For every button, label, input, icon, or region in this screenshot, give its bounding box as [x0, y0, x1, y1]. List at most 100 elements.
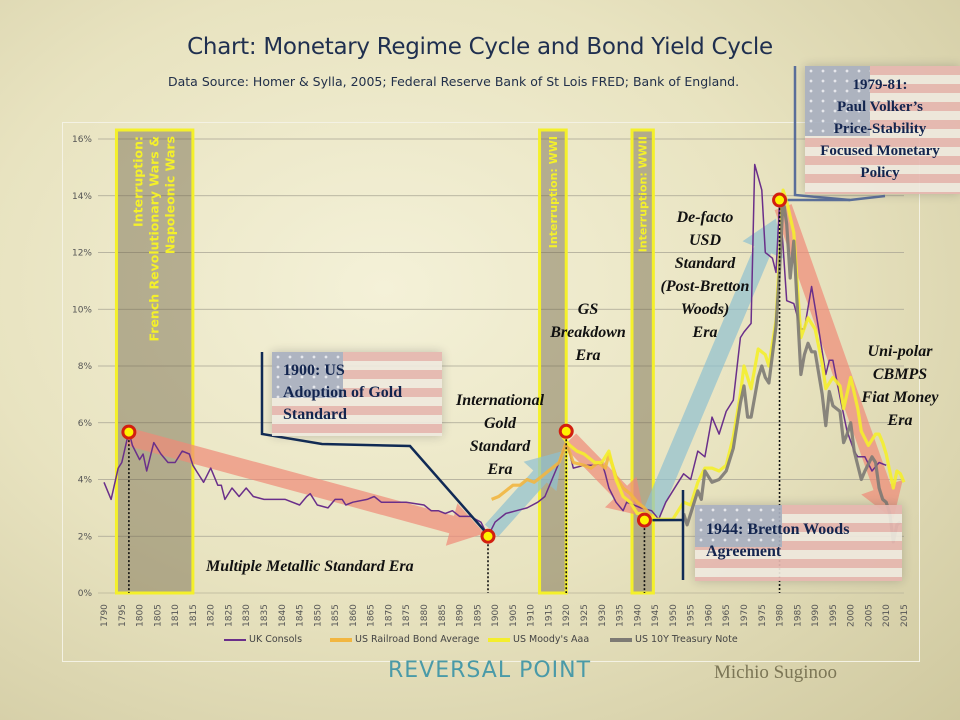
- x-tick-label: 1890: [456, 604, 466, 627]
- era-line: (Post-Bretton: [660, 278, 750, 295]
- era-line: De-facto: [676, 209, 734, 226]
- x-tick-label: 2000: [847, 604, 857, 627]
- legend-label: US Railroad Bond Average: [355, 634, 480, 645]
- x-tick-label: 1985: [793, 604, 803, 627]
- interruption-band: [630, 128, 655, 595]
- callout-volker-flag: [805, 66, 960, 194]
- x-tick-label: 1960: [704, 604, 714, 627]
- x-tick-label: 1970: [740, 604, 750, 627]
- callout-us-gold-standard-flag: [272, 352, 442, 436]
- y-tick-label: 12%: [72, 249, 92, 259]
- x-tick-label: 1900: [491, 604, 501, 627]
- reversal-point-marker: [480, 528, 496, 544]
- interruption-band: [114, 128, 195, 595]
- x-tick-label: 1950: [669, 604, 679, 627]
- series-line-us-10y-treasury-note: [682, 197, 902, 544]
- era-line: Uni-polar: [867, 343, 933, 360]
- legend-us-railroad: US Railroad Bond Average: [330, 634, 479, 645]
- trend-arrow-up: [643, 218, 784, 518]
- callout-line: Focused Monetary: [820, 143, 940, 159]
- callout-us-gold-standard: 1900: US Adoption of Gold Standard: [283, 360, 402, 426]
- series-line-us-railroad-bond-average: [490, 441, 653, 518]
- chart-title: Chart: Monetary Regime Cycle and Bond Yi…: [187, 34, 773, 60]
- x-tick-label: 1800: [136, 604, 146, 627]
- legend-swatch: [224, 638, 246, 641]
- y-tick-label: 16%: [72, 135, 92, 145]
- y-tick-label: 4%: [78, 476, 93, 486]
- era-unipolar-fiat: Uni-polar CBMPS Fiat Money Era: [850, 340, 950, 432]
- era-line: Era: [487, 461, 513, 478]
- x-tick-label: 1825: [224, 604, 234, 627]
- era-line: USD: [688, 232, 721, 249]
- era-gs-breakdown: GS Breakdown Era: [540, 298, 636, 367]
- legend-moodys-aaa: US Moody's Aaa: [488, 634, 589, 645]
- y-tick-label: 10%: [72, 305, 92, 315]
- y-tick-label: 8%: [78, 362, 93, 372]
- reversal-point-marker: [772, 192, 788, 208]
- legend-label: US Moody's Aaa: [513, 634, 590, 645]
- era-line: Era: [575, 347, 601, 364]
- x-tick-label: 2005: [864, 604, 874, 627]
- x-tick-label: 1935: [616, 604, 626, 627]
- reversal-point-marker: [636, 512, 652, 528]
- era-line: Standard: [674, 255, 736, 272]
- x-tick-label: 1955: [687, 604, 697, 627]
- era-line: CBMPS: [872, 366, 928, 383]
- callout-line: 1979-81:: [852, 77, 908, 93]
- x-tick-label: 1845: [296, 604, 306, 627]
- x-tick-label: 1860: [349, 604, 359, 627]
- interruption-label: Interruption: French Revolutionary Wars &…: [131, 136, 178, 342]
- x-tick-label: 2010: [882, 604, 892, 627]
- x-tick-label: 1920: [562, 604, 572, 627]
- x-tick-label: 1870: [384, 604, 394, 627]
- x-tick-label: 1815: [189, 604, 199, 627]
- x-tick-label: 1930: [598, 604, 608, 627]
- interruption-label: Interruption: WWI: [547, 136, 560, 248]
- legend-label: US 10Y Treasury Note: [635, 634, 738, 645]
- x-tick-label: 1880: [420, 604, 430, 627]
- x-tick-label: 1990: [811, 604, 821, 627]
- x-tick-label: 1925: [580, 604, 590, 627]
- y-tick-label: 6%: [78, 419, 93, 429]
- era-line: Era: [887, 412, 913, 429]
- y-tick-label: 2%: [78, 532, 93, 542]
- interruption-text: Interruption:: [131, 136, 146, 227]
- x-tick-label: 1965: [722, 604, 732, 627]
- callout-line: Adoption of Gold: [283, 384, 403, 401]
- x-tick-label: 1840: [278, 604, 288, 627]
- brand-logo-text: REVERSAL POINT: [388, 658, 592, 683]
- x-tick-label: 1915: [544, 604, 554, 627]
- chart-frame: [62, 122, 920, 662]
- callout-bretton-woods: 1944: Bretton Woods Agreement: [706, 519, 849, 563]
- x-tick-label: 1810: [171, 604, 181, 627]
- interruption-text: Napoleonic Wars: [163, 136, 178, 254]
- era-line: Fiat Money: [861, 389, 939, 406]
- era-line: Breakdown: [550, 324, 626, 341]
- callout-line: 1900: US: [283, 362, 345, 379]
- x-tick-label: 1975: [758, 604, 768, 627]
- callout-pointer-1900: [260, 352, 485, 532]
- legend-swatch: [488, 637, 510, 642]
- era-line: Standard: [469, 438, 531, 455]
- callout-line: 1944: Bretton Woods: [706, 521, 850, 538]
- callout-bretton-woods-flag: [695, 505, 902, 581]
- x-tick-label: 1995: [829, 604, 839, 627]
- era-line: International: [455, 392, 545, 409]
- interruption-label: Interruption: WWII: [637, 136, 650, 252]
- era-line: GS: [577, 301, 599, 318]
- legend-swatch: [330, 637, 352, 642]
- x-tick-label: 1850: [313, 604, 323, 627]
- x-tick-label: 1875: [402, 604, 412, 627]
- chart-subtitle: Data Source: Homer & Sylla, 2005; Federa…: [168, 74, 740, 89]
- x-tick-label: 1805: [153, 604, 163, 627]
- x-tick-label: 1820: [207, 604, 217, 627]
- series-line-us-moody-s-aaa: [561, 188, 906, 521]
- legend-us-10y: US 10Y Treasury Note: [610, 634, 738, 645]
- interruption-text: French Revolutionary Wars &: [147, 136, 162, 342]
- legend-label: UK Consols: [249, 634, 303, 645]
- era-line: Gold: [484, 415, 516, 432]
- reversal-point-marker: [121, 424, 137, 440]
- x-tick-label: 1980: [776, 604, 786, 627]
- interruption-text: Interruption: WWI: [547, 136, 560, 248]
